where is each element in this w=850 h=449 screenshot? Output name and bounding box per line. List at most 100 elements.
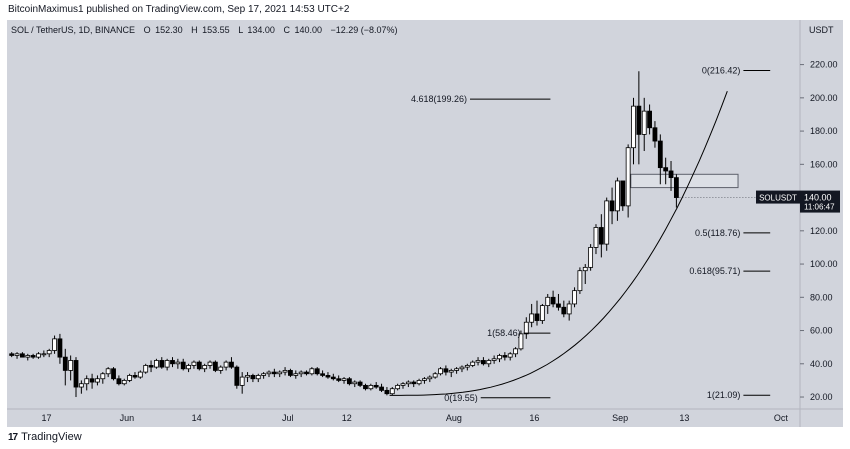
candle-up xyxy=(422,378,427,381)
x-tick-label: 13 xyxy=(679,413,689,423)
candle-down xyxy=(330,376,336,380)
fib-level-label: 0.618(95.71) xyxy=(689,266,740,276)
candle-down xyxy=(30,355,36,358)
candle-down xyxy=(20,353,25,358)
x-tick-label: 12 xyxy=(342,413,352,423)
candle-up xyxy=(507,353,513,358)
candle-up xyxy=(95,378,100,383)
y-tick-label: 220.00 xyxy=(810,60,838,70)
candle-up xyxy=(400,383,406,386)
candle-up xyxy=(604,200,610,245)
resistance-box xyxy=(630,173,739,189)
y-tick-label: 40.00 xyxy=(810,359,833,369)
candle-down xyxy=(561,306,567,315)
candle-up xyxy=(582,266,588,272)
candle-down xyxy=(647,110,652,129)
candle-up xyxy=(127,375,133,381)
y-tick-label: 160.00 xyxy=(810,159,838,169)
low-value: 134.00 xyxy=(247,25,275,35)
publisher-line: BitcoinMaximus1 published on TradingView… xyxy=(8,4,350,15)
candle-down xyxy=(212,361,218,371)
candle-up xyxy=(464,365,470,368)
candle-up xyxy=(293,373,299,376)
candle-down xyxy=(636,105,642,135)
candle-down xyxy=(196,361,202,370)
candle-up xyxy=(164,360,170,368)
x-tick-label: Jul xyxy=(282,413,294,423)
candle-up xyxy=(470,361,476,366)
y-tick-label: 60.00 xyxy=(810,326,833,336)
candle-up xyxy=(207,361,213,366)
candle-down xyxy=(443,368,449,373)
x-tick-label: Aug xyxy=(446,413,462,423)
open-value: 152.30 xyxy=(155,25,183,35)
candle-up xyxy=(395,384,401,390)
symbol-info: SOL / TetherUS, 1D, BINANCE O 152.30 H 1… xyxy=(11,25,398,35)
currency-label: USDT xyxy=(809,25,834,35)
candle-up xyxy=(438,368,443,375)
candle-up xyxy=(432,373,438,378)
candle-down xyxy=(9,353,15,356)
y-tick-label: 100.00 xyxy=(810,259,838,269)
candle-up xyxy=(309,368,315,375)
candle-up xyxy=(84,378,90,385)
chart-area[interactable]: 20.00 40.00 60.00 80.00 100.00 120.00 140.00 16… xyxy=(7,20,843,427)
candle-up xyxy=(245,375,250,378)
candle-down xyxy=(336,378,342,381)
candle-down xyxy=(111,368,116,380)
candle-down xyxy=(271,371,277,375)
candle-down xyxy=(57,338,63,358)
fib-level-label: 0(19.55) xyxy=(444,393,478,403)
candle-down xyxy=(288,370,293,376)
high-label: H xyxy=(191,25,198,35)
candle-down xyxy=(180,361,186,370)
x-tick-label: 14 xyxy=(192,413,202,423)
price-tag-symbol-bg xyxy=(756,190,800,204)
candle-down xyxy=(598,227,604,245)
candle-up xyxy=(566,303,572,315)
candle-down xyxy=(304,371,309,375)
candle-up xyxy=(191,361,197,366)
fib-level-label: 1(58.46) xyxy=(487,328,521,338)
candle-down xyxy=(652,127,658,142)
candle-down xyxy=(620,180,626,207)
candle-up xyxy=(416,380,422,385)
candle-down xyxy=(320,373,325,376)
candle-down xyxy=(502,355,508,358)
x-tick-label: 17 xyxy=(42,413,52,423)
candle-up xyxy=(137,371,143,378)
fib-level-label: 0(216.42) xyxy=(702,66,741,76)
candle-up xyxy=(186,365,191,370)
candle-down xyxy=(609,200,615,212)
candle-down xyxy=(481,360,486,365)
candle-up xyxy=(577,270,583,292)
candle-up xyxy=(572,290,577,305)
candle-down xyxy=(534,313,540,321)
candle-up xyxy=(255,375,261,380)
candle-up xyxy=(523,321,529,335)
candle-up xyxy=(625,147,631,207)
candle-up xyxy=(105,368,111,375)
footer: 17 TradingView xyxy=(8,431,82,443)
candle-up xyxy=(202,365,208,370)
x-tick-label: 16 xyxy=(529,413,539,423)
close-value: 140.00 xyxy=(294,25,322,35)
candle-down xyxy=(116,378,122,385)
low-label: L xyxy=(238,25,243,35)
candle-up xyxy=(405,381,411,385)
brand-name: TradingView xyxy=(21,431,82,443)
price-chart[interactable]: 20.00 40.00 60.00 80.00 100.00 120.00 140.00 16… xyxy=(7,20,843,427)
x-tick-label: Oct xyxy=(774,413,789,423)
candle-down xyxy=(325,375,331,378)
candle-down xyxy=(229,361,234,368)
candle-down xyxy=(357,381,363,386)
candle-up xyxy=(459,366,465,370)
candle-up xyxy=(25,355,31,358)
candle-up xyxy=(641,110,647,135)
candle-up xyxy=(427,376,433,380)
y-tick-label: 180.00 xyxy=(810,126,838,136)
candle-down xyxy=(663,167,669,172)
candle-up xyxy=(14,353,20,356)
open-label: O xyxy=(144,25,151,35)
price-tag-value: 140.00 xyxy=(804,193,832,203)
